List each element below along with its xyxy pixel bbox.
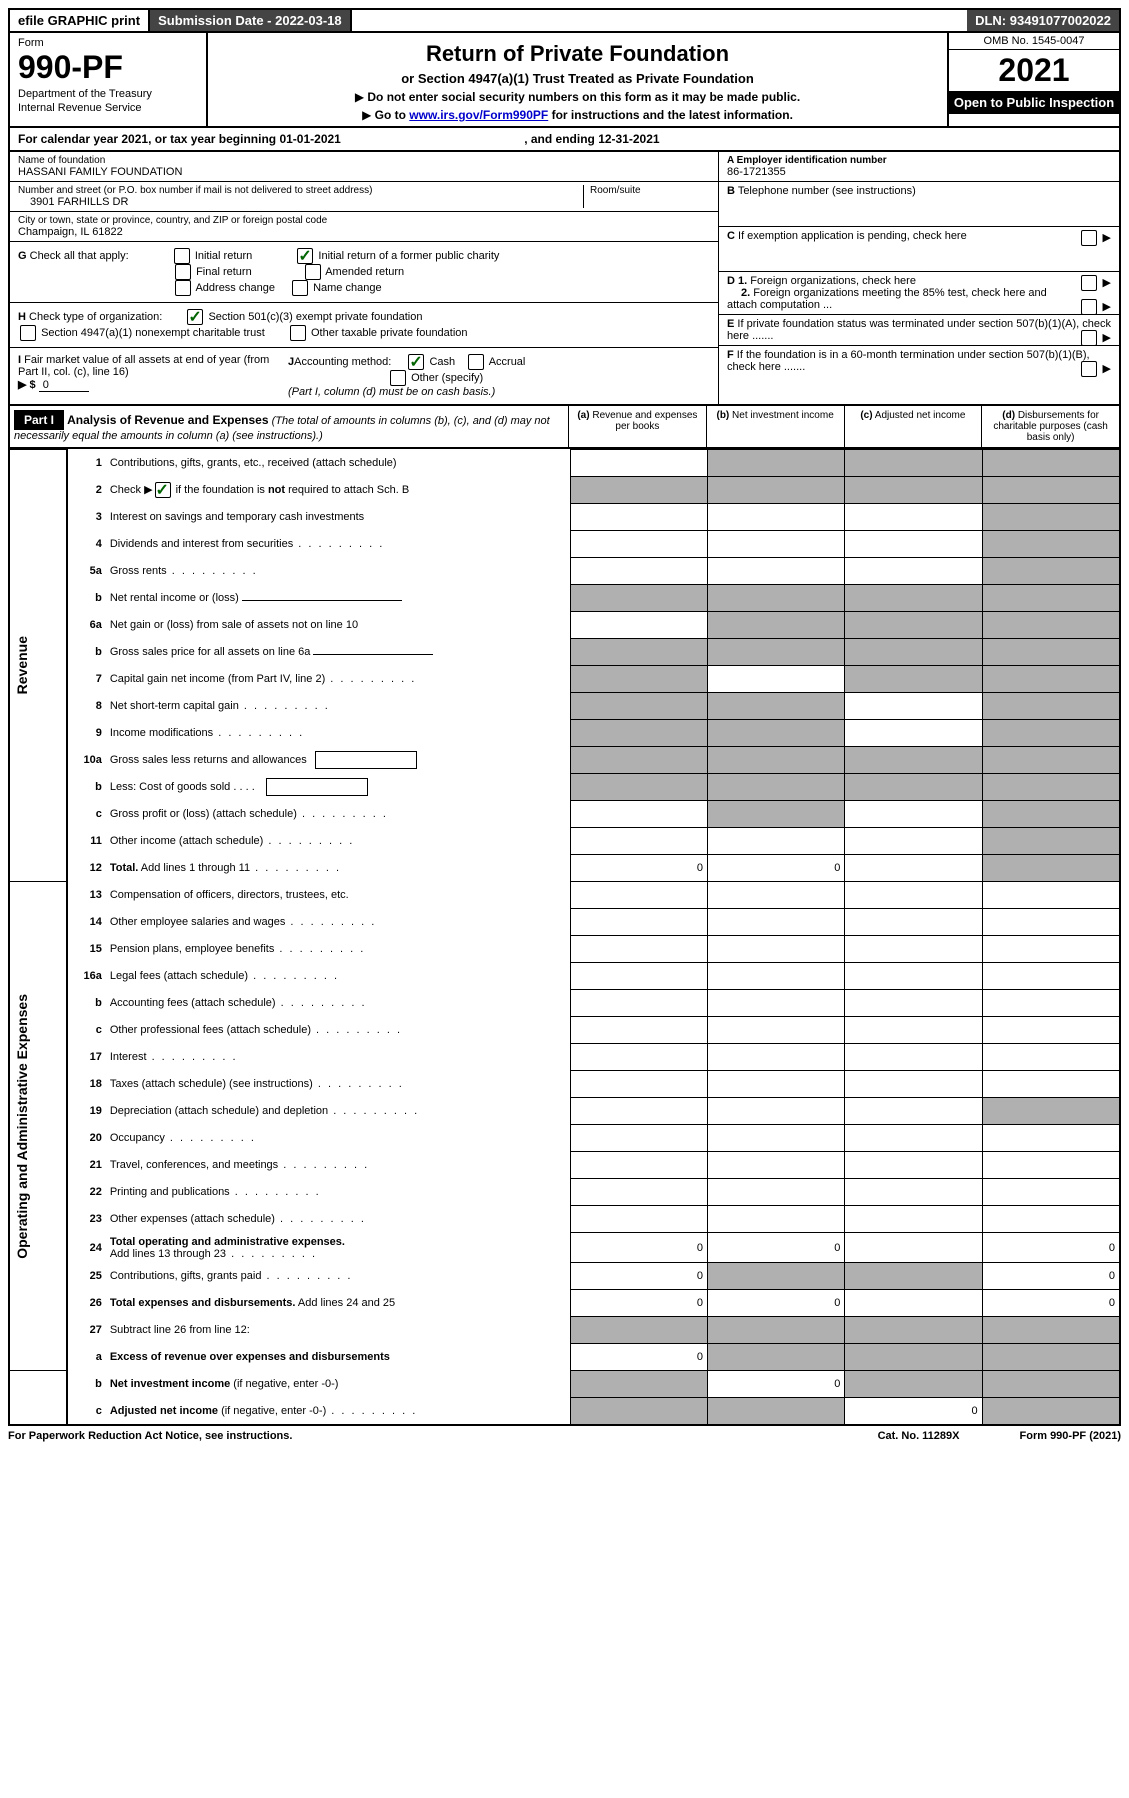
footer-mid: Cat. No. 11289X: [878, 1430, 960, 1442]
checkbox-final[interactable]: [175, 264, 191, 280]
foundation-name: HASSANI FAMILY FOUNDATION: [18, 166, 710, 178]
efile-header: efile GRAPHIC print Submission Date - 20…: [8, 8, 1121, 33]
street-address: 3901 FARHILLS DR: [18, 196, 583, 208]
checkbox-4947[interactable]: [20, 325, 36, 341]
checkbox-name-change[interactable]: [292, 280, 308, 296]
street-label: Number and street (or P.O. box number if…: [18, 185, 583, 196]
fmv-value: 0: [39, 379, 89, 392]
instruction-2: Go to www.irs.gov/Form990PF for instruct…: [212, 108, 943, 122]
checkbox-initial[interactable]: [174, 248, 190, 264]
checkbox-501c3[interactable]: [187, 309, 203, 325]
section-ij: I Fair market value of all assets at end…: [10, 348, 718, 404]
submission-date: Submission Date - 2022-03-18: [150, 10, 352, 31]
ein-label: A Employer identification number: [727, 155, 1111, 166]
form-subtitle: or Section 4947(a)(1) Trust Treated as P…: [212, 71, 943, 86]
city-label: City or town, state or province, country…: [18, 215, 710, 226]
tax-year: 2021: [949, 50, 1119, 91]
checkbox-address[interactable]: [175, 280, 191, 296]
name-label: Name of foundation: [18, 155, 710, 166]
col-c-header: (c) Adjusted net income: [844, 406, 982, 447]
room-label: Room/suite: [590, 185, 710, 196]
part1-table: Revenue 1Contributions, gifts, grants, e…: [8, 449, 1121, 1426]
form-header: Form 990-PF Department of the Treasury I…: [8, 33, 1121, 128]
open-public-badge: Open to Public Inspection: [949, 91, 1119, 114]
checkbox-c[interactable]: [1081, 230, 1097, 246]
checkbox-schb[interactable]: [155, 482, 171, 498]
form-number: 990-PF: [18, 49, 198, 86]
checkbox-amended[interactable]: [305, 264, 321, 280]
checkbox-f[interactable]: [1081, 361, 1097, 377]
checkbox-d1[interactable]: [1081, 275, 1097, 291]
checkbox-other-method[interactable]: [390, 370, 406, 386]
checkbox-initial-former[interactable]: [297, 248, 313, 264]
expense-side-label: Operating and Administrative Expenses: [14, 994, 30, 1259]
col-a-header: (a) Revenue and expenses per books: [568, 406, 706, 447]
efile-label: efile GRAPHIC print: [10, 10, 150, 31]
checkbox-other-taxable[interactable]: [290, 325, 306, 341]
section-g: G Check all that apply: Initial return I…: [10, 242, 718, 303]
page-footer: For Paperwork Reduction Act Notice, see …: [8, 1426, 1121, 1442]
entity-info: Name of foundation HASSANI FAMILY FOUNDA…: [8, 152, 1121, 406]
part1-label: Part I: [14, 410, 64, 430]
ein-value: 86-1721355: [727, 166, 1111, 178]
checkbox-e[interactable]: [1081, 330, 1097, 346]
footer-left: For Paperwork Reduction Act Notice, see …: [8, 1430, 292, 1442]
form-label: Form: [18, 37, 198, 49]
footer-right: Form 990-PF (2021): [1020, 1430, 1122, 1442]
city-state-zip: Champaign, IL 61822: [18, 226, 710, 238]
section-h: H Check type of organization: Section 50…: [10, 303, 718, 348]
omb-number: OMB No. 1545-0047: [949, 33, 1119, 50]
col-b-header: (b) Net investment income: [706, 406, 844, 447]
part1-header: Part I Analysis of Revenue and Expenses …: [8, 406, 1121, 449]
dept-treasury: Department of the Treasury: [18, 88, 198, 100]
dln: DLN: 93491077002022: [967, 10, 1119, 31]
form-title: Return of Private Foundation: [212, 41, 943, 67]
irs-label: Internal Revenue Service: [18, 102, 198, 114]
instruction-1: Do not enter social security numbers on …: [212, 90, 943, 104]
revenue-side-label: Revenue: [14, 636, 30, 694]
checkbox-d2[interactable]: [1081, 299, 1097, 315]
checkbox-cash[interactable]: [408, 354, 424, 370]
col-d-header: (d) Disbursements for charitable purpose…: [981, 406, 1119, 447]
calendar-year-row: For calendar year 2021, or tax year begi…: [8, 128, 1121, 152]
checkbox-accrual[interactable]: [468, 354, 484, 370]
irs-link[interactable]: www.irs.gov/Form990PF: [409, 108, 548, 122]
